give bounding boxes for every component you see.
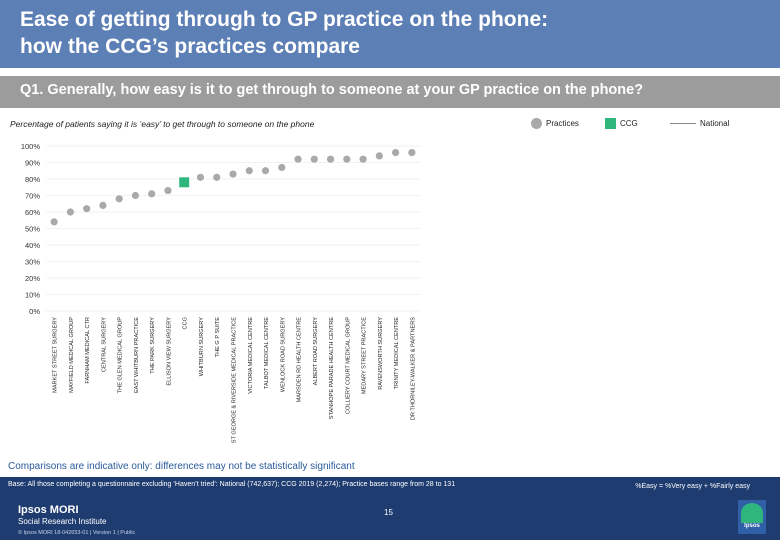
practice-marker	[213, 173, 221, 181]
practice-marker	[392, 149, 400, 157]
x-category-label: MEDARY STREET PRACTICE	[362, 317, 368, 394]
y-tick-label: 70%	[25, 192, 40, 201]
practice-marker	[326, 155, 335, 163]
practice-marker	[261, 167, 270, 175]
x-category-label: CCG	[183, 317, 189, 329]
logo-subtitle: Social Research Institute	[18, 517, 107, 526]
practice-marker	[66, 208, 74, 216]
national-line-icon	[670, 123, 696, 124]
y-tick-label: 40%	[25, 241, 40, 250]
base-note: Base: All those completing a questionnai…	[8, 481, 456, 488]
ipsos-mori-logo: Ipsos MORI	[18, 504, 79, 516]
practice-marker	[164, 186, 172, 195]
practice-marker	[343, 155, 351, 163]
x-category-label: THE PARK SURGERY	[150, 317, 156, 374]
x-category-label: WENLOCK ROAD SURGERY	[280, 317, 286, 392]
practice-marker	[359, 155, 367, 163]
x-category-label: STANHOPE PARADE HEALTH CENTRE	[329, 317, 335, 420]
x-category-label: COLLIERY COURT MEDICAL GROUP	[345, 317, 351, 414]
easy-definition: %Easy = %Very easy + %Fairly easy	[635, 483, 750, 490]
footer-bar: Base: All those completing a questionnai…	[0, 477, 780, 540]
x-category-label: THE G P SUITE	[215, 317, 221, 358]
practice-marker	[99, 201, 107, 209]
x-category-label: TALBOT MEDICAL CENTRE	[264, 317, 270, 389]
page-number: 15	[384, 508, 393, 517]
ccg-marker-icon	[605, 118, 616, 129]
y-tick-label: 60%	[25, 208, 40, 217]
practice-marker	[83, 205, 91, 213]
legend-national-label: National	[700, 119, 730, 128]
y-tick-label: 0%	[29, 307, 40, 316]
practice-marker	[310, 155, 318, 163]
ipsos-badge-text: Ipsos	[744, 523, 760, 529]
y-tick-label: 20%	[25, 274, 40, 283]
x-category-label: THE GLEN MEDICAL GROUP	[118, 317, 124, 394]
chart-subtitle: Percentage of patients saying it is ‘eas…	[10, 119, 315, 129]
practice-marker	[278, 163, 286, 172]
practice-marker	[229, 170, 237, 178]
y-tick-label: 80%	[25, 175, 40, 184]
practice-marker	[196, 173, 205, 181]
x-category-label: DR THORNILEY-WALKER & PARTNERS	[410, 317, 416, 420]
legend-practices-label: Practices	[546, 119, 579, 128]
practice-marker	[375, 152, 383, 160]
x-category-label: ELLISON VIEW SURGERY	[166, 317, 172, 386]
header-banner: Ease of getting through to GP practice o…	[0, 0, 780, 68]
x-category-label: CENTRAL SURGERY	[101, 317, 107, 372]
question-text: Q1. Generally, how easy is it to get thr…	[20, 82, 644, 98]
practice-marker	[408, 149, 416, 157]
x-category-label: FARNHAM MEDICAL CTR	[85, 317, 91, 384]
legend-ccg-label: CCG	[620, 119, 638, 128]
question-bar: Q1. Generally, how easy is it to get thr…	[0, 76, 780, 108]
y-tick-label: 90%	[25, 159, 40, 168]
practice-marker	[50, 218, 58, 226]
practice-marker	[115, 195, 123, 203]
y-tick-label: 100%	[21, 142, 41, 151]
y-tick-label: 10%	[25, 291, 40, 300]
copyright-text: © Ipsos MORI 18-042653-01 | Version 1 | …	[18, 530, 136, 536]
page-title: Ease of getting through to GP practice o…	[20, 8, 549, 58]
x-category-label: VICTORIA MEDICAL CENTRE	[248, 317, 254, 394]
practice-marker	[245, 167, 253, 175]
x-category-label: MARKET STREET SURGERY	[53, 317, 59, 393]
chart-legend: Practices CCG National	[520, 118, 770, 132]
x-category-label: ALBERT ROAD SURGERY	[313, 317, 319, 386]
x-category-label: TRINITY MEDICAL CENTRE	[394, 317, 400, 390]
x-category-label: WHITBURN SURGERY	[199, 317, 205, 377]
ccg-marker	[179, 177, 190, 188]
x-category-label: EAST WHITBURN PRACTICE	[134, 317, 140, 393]
x-category-label: MAYFIELD MEDICAL GROUP	[69, 317, 75, 393]
chart-area: 0% 10% 20% 30% 40% 50% 60% 70% 80% 90% 100% MARKET …	[21, 142, 420, 443]
x-category-label: ST GEORGE & RIVERSIDE MEDICAL PRACTICE	[232, 317, 238, 443]
y-tick-label: 50%	[25, 225, 40, 234]
y-tick-label: 30%	[25, 258, 40, 267]
ipsos-badge-icon: Ipsos	[738, 500, 766, 534]
practice-marker	[131, 191, 140, 200]
practice-marker-icon	[531, 118, 542, 129]
practice-marker	[294, 155, 302, 163]
x-category-label: MARSDEN RD HEALTH CENTRE	[297, 317, 303, 403]
x-category-label: RAVENSWORTH SURGERY	[378, 317, 384, 390]
comparison-note: Comparisons are indicative only: differe…	[8, 461, 355, 472]
practice-marker	[148, 190, 156, 198]
